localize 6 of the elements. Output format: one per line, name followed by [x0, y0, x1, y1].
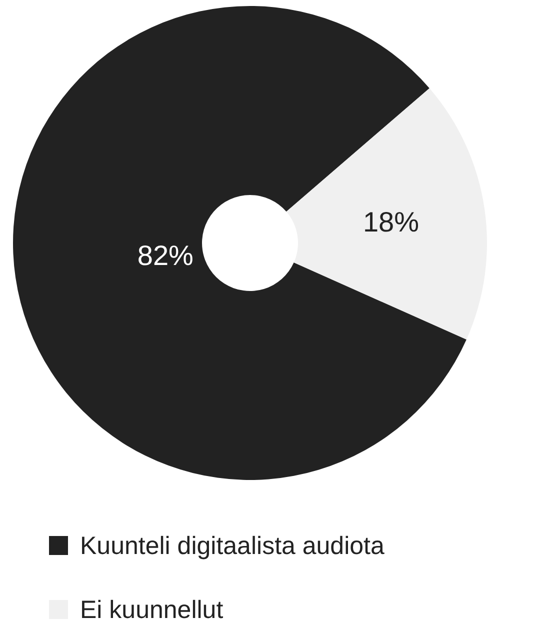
donut-slice — [13, 6, 466, 480]
legend-label: Ei kuunnellut — [80, 596, 224, 624]
legend-label: Kuunteli digitaalista audiota — [80, 532, 384, 560]
donut-slice — [286, 88, 487, 340]
data-label: 18% — [362, 206, 419, 238]
data-label: 82% — [137, 240, 194, 271]
